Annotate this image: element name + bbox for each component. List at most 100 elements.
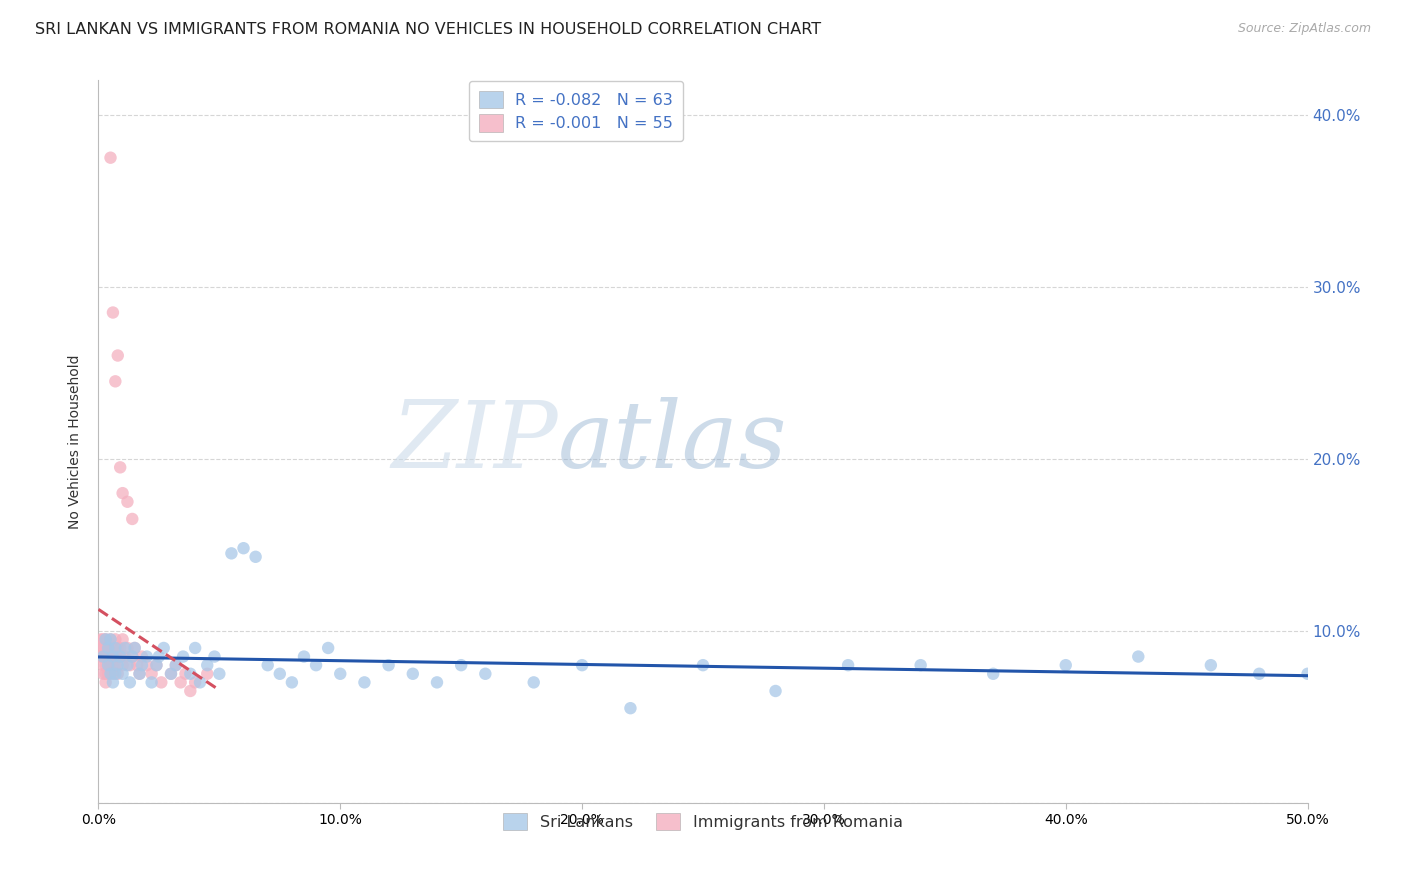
- Point: [316, 640, 339, 655]
- Point: [111, 486, 134, 500]
- Point: [523, 675, 546, 690]
- Point: [100, 151, 122, 165]
- Point: [107, 640, 129, 655]
- Point: [402, 666, 425, 681]
- Point: [94, 666, 117, 681]
- Point: [179, 684, 201, 698]
- Point: [172, 649, 194, 664]
- Point: [97, 666, 120, 681]
- Text: Source: ZipAtlas.com: Source: ZipAtlas.com: [1237, 22, 1371, 36]
- Text: atlas: atlas: [558, 397, 787, 486]
- Point: [104, 649, 127, 664]
- Point: [184, 640, 207, 655]
- Point: [353, 675, 375, 690]
- Point: [165, 658, 187, 673]
- Point: [91, 632, 114, 647]
- Point: [981, 666, 1004, 681]
- Point: [188, 675, 211, 690]
- Point: [195, 666, 218, 681]
- Point: [165, 658, 187, 673]
- Point: [135, 658, 157, 673]
- Point: [152, 640, 174, 655]
- Point: [104, 375, 127, 389]
- Point: [619, 701, 641, 715]
- Point: [160, 666, 183, 681]
- Point: [571, 658, 593, 673]
- Point: [450, 658, 472, 673]
- Point: [292, 649, 315, 664]
- Point: [145, 658, 167, 673]
- Point: [121, 512, 143, 526]
- Point: [269, 666, 291, 681]
- Point: [121, 649, 143, 664]
- Point: [131, 649, 153, 664]
- Point: [208, 666, 231, 681]
- Point: [329, 666, 352, 681]
- Point: [104, 632, 127, 647]
- Point: [150, 675, 173, 690]
- Point: [94, 640, 117, 655]
- Point: [174, 666, 197, 681]
- Point: [111, 658, 134, 673]
- Point: [101, 649, 124, 664]
- Point: [765, 684, 787, 698]
- Point: [179, 666, 201, 681]
- Legend: Sri Lankans, Immigrants from Romania: Sri Lankans, Immigrants from Romania: [495, 805, 911, 838]
- Point: [148, 649, 170, 664]
- Point: [117, 640, 139, 655]
- Point: [90, 649, 112, 664]
- Text: SRI LANKAN VS IMMIGRANTS FROM ROMANIA NO VEHICLES IN HOUSEHOLD CORRELATION CHART: SRI LANKAN VS IMMIGRANTS FROM ROMANIA NO…: [35, 22, 821, 37]
- Point: [145, 658, 167, 673]
- Point: [97, 640, 120, 655]
- Point: [91, 649, 114, 664]
- Point: [121, 649, 143, 664]
- Point: [117, 658, 139, 673]
- Point: [1128, 649, 1150, 664]
- Point: [128, 666, 150, 681]
- Point: [232, 541, 254, 556]
- Point: [221, 546, 243, 560]
- Point: [837, 658, 859, 673]
- Text: ZIP: ZIP: [391, 397, 558, 486]
- Point: [97, 658, 120, 673]
- Point: [107, 349, 129, 363]
- Point: [131, 658, 153, 673]
- Point: [94, 658, 117, 673]
- Point: [124, 640, 146, 655]
- Point: [305, 658, 328, 673]
- Point: [94, 632, 117, 647]
- Point: [256, 658, 278, 673]
- Point: [94, 632, 117, 647]
- Point: [195, 658, 218, 673]
- Point: [184, 675, 207, 690]
- Point: [91, 649, 114, 664]
- Point: [101, 305, 124, 319]
- Point: [90, 632, 112, 647]
- Point: [910, 658, 932, 673]
- Point: [108, 649, 131, 664]
- Point: [108, 640, 131, 655]
- Point: [426, 675, 449, 690]
- Point: [1296, 666, 1319, 681]
- Point: [100, 649, 122, 664]
- Point: [91, 658, 114, 673]
- Point: [128, 666, 150, 681]
- Point: [91, 640, 114, 655]
- Point: [101, 675, 124, 690]
- Point: [97, 658, 120, 673]
- Point: [107, 658, 129, 673]
- Y-axis label: No Vehicles in Household: No Vehicles in Household: [69, 354, 83, 529]
- Point: [100, 658, 122, 673]
- Point: [281, 675, 304, 690]
- Point: [114, 640, 136, 655]
- Point: [97, 640, 120, 655]
- Point: [104, 640, 127, 655]
- Point: [117, 494, 139, 508]
- Point: [108, 460, 131, 475]
- Point: [111, 632, 134, 647]
- Point: [108, 649, 131, 664]
- Point: [1199, 658, 1222, 673]
- Point: [101, 640, 124, 655]
- Point: [97, 640, 120, 655]
- Point: [1249, 666, 1271, 681]
